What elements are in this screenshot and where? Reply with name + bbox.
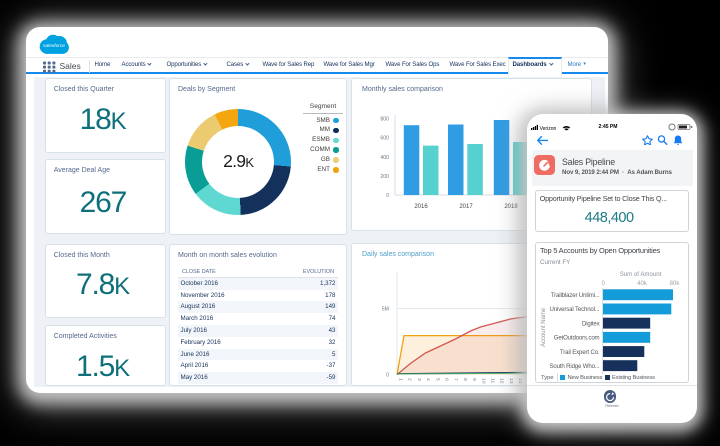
svg-text:Account Name: Account Name [541,307,547,347]
svg-text:80k: 80k [669,281,679,287]
svg-text:13: 13 [508,378,514,384]
svg-text:14: 14 [517,378,523,384]
svg-text:4: 4 [425,378,431,381]
svg-text:11: 11 [489,378,495,383]
svg-text:Trail Expert Co.: Trail Expert Co. [560,348,600,355]
svg-text:0: 0 [601,281,605,287]
svg-text:800: 800 [380,117,389,123]
svg-text:Trailblazer Unlimi...: Trailblazer Unlimi... [551,292,600,299]
svg-text:200: 200 [380,174,389,180]
svg-text:12: 12 [499,378,505,384]
svg-text:1: 1 [398,378,404,381]
svg-text:0: 0 [386,193,389,199]
svg-text:salesforce: salesforce [43,43,65,49]
svg-text:40k: 40k [637,281,647,287]
svg-text:5M: 5M [382,306,389,312]
svg-text:Verizon: Verizon [540,126,557,131]
svg-text:2: 2 [407,378,413,381]
svg-text:8: 8 [462,378,468,381]
svg-text:0: 0 [386,372,389,378]
svg-text:5: 5 [434,378,440,381]
svg-text:South Ridge Who...: South Ridge Who... [549,363,599,370]
svg-text:2016: 2016 [414,204,428,210]
svg-text:6: 6 [444,378,450,381]
svg-text:400: 400 [380,155,389,161]
svg-text:9: 9 [471,378,477,381]
svg-text:Universal Technol...: Universal Technol... [549,306,599,313]
svg-text:GetOutdoors.com: GetOutdoors.com [553,334,599,341]
svg-text:2017: 2017 [459,204,473,210]
svg-text:3: 3 [416,378,422,381]
svg-text:2018: 2018 [504,204,518,210]
svg-text:7: 7 [453,378,459,381]
svg-text:600: 600 [380,136,389,142]
svg-text:10: 10 [480,378,486,384]
svg-text:Digitex: Digitex [582,320,600,327]
